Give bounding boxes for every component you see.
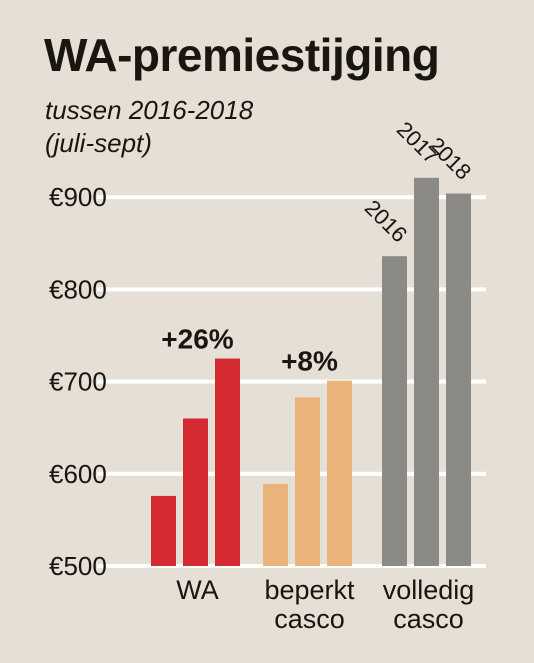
bar-1-2017 <box>295 397 320 566</box>
bar-0-2017 <box>183 418 208 566</box>
y-tick-label-800: €800 <box>49 274 107 304</box>
category-label-2-1: casco <box>393 604 464 634</box>
bar-2-2018 <box>446 193 471 566</box>
chart-title: WA-premiestijging <box>44 29 440 81</box>
category-label-1-0: beperkt <box>264 575 355 605</box>
gridline-500 <box>97 564 486 568</box>
change-label-1: +8% <box>281 346 338 377</box>
bars <box>151 177 471 566</box>
gridline-800 <box>97 287 486 292</box>
category-label-2-0: volledig <box>383 575 475 605</box>
bar-1-2016 <box>263 483 288 566</box>
gridlines <box>97 195 486 568</box>
bar-0-2018 <box>215 358 240 566</box>
subtitle-line-2: (juli-sept) <box>45 128 152 158</box>
year-label-2016: 2016 <box>360 195 412 247</box>
category-label-1-1: casco <box>274 604 345 634</box>
bar-2-2016 <box>382 256 407 566</box>
subtitle-line-1: tussen 2016-2018 <box>45 95 254 125</box>
category-label-0-0: WA <box>176 575 219 605</box>
y-tick-label-500: €500 <box>49 551 107 581</box>
chart-subtitle: tussen 2016-2018 (juli-sept) <box>45 94 253 160</box>
bar-1-2018 <box>327 380 352 566</box>
y-tick-label-700: €700 <box>49 367 107 397</box>
bar-2-2017 <box>414 177 439 566</box>
y-tick-label-600: €600 <box>49 459 107 489</box>
gridline-700 <box>97 379 486 384</box>
y-axis-tick-labels: €500 €600 €700 €800 €900 <box>49 182 107 581</box>
gridline-600 <box>97 471 486 476</box>
bar-0-2016 <box>151 495 176 566</box>
y-tick-label-900: €900 <box>49 182 107 212</box>
change-label-0: +26% <box>161 324 233 355</box>
gridline-900 <box>97 195 486 200</box>
